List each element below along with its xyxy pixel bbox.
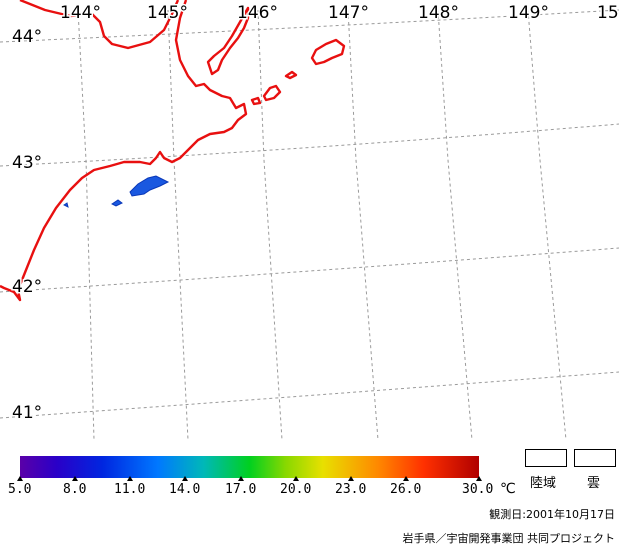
colorbar-tick-17 [238, 476, 244, 481]
shiretoko-peninsula [206, 6, 250, 76]
lat-label-42: 42° [12, 277, 42, 297]
meridian-147 [347, 9, 379, 440]
parallel-41 [0, 371, 619, 419]
meridian-145 [167, 9, 189, 440]
parallel-43 [0, 123, 619, 167]
lon-label-147: 147° [328, 3, 369, 23]
sst-map: 144° 145° 146° 147° 148° 149° 15 44° 43°… [0, 0, 619, 440]
temperature-colorbar [20, 456, 479, 478]
latitude-labels: 44° 43° 42° 41° [11, 26, 44, 425]
meridian-148 [437, 9, 473, 440]
sst-patch-main [129, 175, 170, 197]
lat-label-44: 44° [12, 27, 42, 47]
lon-label-148: 148° [418, 3, 459, 23]
hokkaido-east-coast [0, 0, 248, 302]
meridian-146 [257, 9, 283, 440]
coastline [0, 0, 346, 302]
sst-patch-tiny [63, 202, 69, 208]
sst-patch-small [111, 199, 123, 207]
habomai-islands [250, 84, 282, 106]
cloud-legend-label: 雲 [587, 476, 601, 491]
colorbar-tick-5 [17, 476, 23, 481]
land-legend-swatch [525, 449, 567, 467]
colorbar-label-5: 5.0 [8, 482, 32, 497]
longitude-labels: 144° 145° 146° 147° 148° 149° 15 [59, 2, 619, 25]
lon-label-149: 149° [508, 3, 549, 23]
lat-label-43: 43° [12, 153, 42, 173]
shikotan-island [310, 38, 346, 66]
colorbar-label-23: 23.0 [335, 482, 367, 497]
parallel-44 [0, 9, 619, 43]
kunashiri-islet [284, 70, 298, 80]
land-legend-label: 陸域 [530, 476, 557, 491]
colorbar-tick-14 [182, 476, 188, 481]
colorbar-label-20: 20.0 [280, 482, 312, 497]
graticule [0, 9, 619, 440]
project-credit: 岩手県／宇宙開発事業団 共同プロジェクト [402, 532, 616, 545]
lat-label-41: 41° [12, 403, 42, 423]
colorbar-label-26: 26.0 [390, 482, 422, 497]
colorbar-tick-30 [476, 476, 482, 481]
colorbar-tick-23 [348, 476, 354, 481]
temperature-unit: ℃ [500, 481, 516, 497]
meridian-144 [77, 9, 95, 440]
colorbar-tick-26 [403, 476, 409, 481]
sst-patches [63, 175, 170, 208]
colorbar-tick-20 [293, 476, 299, 481]
colorbar-tick-8 [72, 476, 78, 481]
colorbar-tick-11 [127, 476, 133, 481]
colorbar-label-8: 8.0 [63, 482, 87, 497]
observation-date: 観測日:2001年10月17日 [489, 508, 615, 521]
lon-label-145: 145° [147, 3, 188, 23]
parallel-42 [0, 247, 619, 293]
lon-label-146: 146° [237, 3, 278, 23]
lon-label-144: 144° [60, 3, 101, 23]
colorbar-label-11: 11.0 [114, 482, 146, 497]
colorbar-label-30: 30.0 [462, 482, 494, 497]
colorbar-label-14: 14.0 [169, 482, 201, 497]
colorbar-label-17: 17.0 [225, 482, 257, 497]
meridian-149 [527, 9, 567, 440]
cloud-legend-swatch [574, 449, 616, 467]
lon-label-150: 15 [597, 3, 619, 23]
